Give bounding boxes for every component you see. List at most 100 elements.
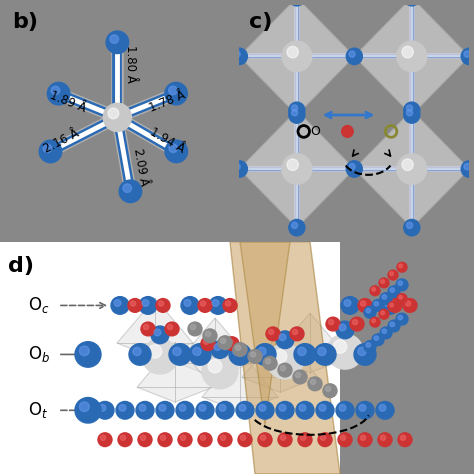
Circle shape <box>293 370 307 384</box>
Circle shape <box>289 219 305 236</box>
Circle shape <box>281 365 286 371</box>
Circle shape <box>349 164 355 170</box>
Circle shape <box>154 329 161 336</box>
Circle shape <box>352 319 358 325</box>
Circle shape <box>396 313 408 325</box>
Circle shape <box>189 344 211 365</box>
Circle shape <box>380 293 392 304</box>
Circle shape <box>139 297 157 314</box>
Circle shape <box>374 301 379 306</box>
Circle shape <box>364 306 376 318</box>
Circle shape <box>388 270 398 280</box>
Circle shape <box>259 404 266 411</box>
Circle shape <box>138 433 152 447</box>
Circle shape <box>220 338 226 343</box>
Circle shape <box>292 109 298 116</box>
Circle shape <box>289 0 305 6</box>
Circle shape <box>133 347 141 356</box>
Circle shape <box>201 337 215 350</box>
Circle shape <box>370 286 380 296</box>
Circle shape <box>184 300 191 306</box>
Circle shape <box>379 310 389 319</box>
Circle shape <box>325 386 331 392</box>
Circle shape <box>276 331 294 348</box>
Circle shape <box>404 107 420 123</box>
Circle shape <box>327 334 363 369</box>
Circle shape <box>178 433 192 447</box>
Circle shape <box>260 435 266 440</box>
Circle shape <box>47 82 70 105</box>
Polygon shape <box>230 242 340 474</box>
Circle shape <box>287 159 298 171</box>
Circle shape <box>372 319 375 323</box>
Circle shape <box>238 433 252 447</box>
Circle shape <box>398 315 402 320</box>
Circle shape <box>364 341 376 353</box>
Circle shape <box>390 272 393 275</box>
Circle shape <box>199 404 206 411</box>
Circle shape <box>301 435 306 440</box>
Circle shape <box>370 317 380 327</box>
Circle shape <box>336 321 354 339</box>
Circle shape <box>399 264 402 268</box>
Circle shape <box>202 354 238 389</box>
Circle shape <box>165 322 179 336</box>
Circle shape <box>160 435 166 440</box>
Circle shape <box>323 384 337 398</box>
Circle shape <box>239 404 246 411</box>
Circle shape <box>173 347 181 356</box>
Circle shape <box>318 433 332 447</box>
Circle shape <box>110 35 118 44</box>
Text: 1.89 Å: 1.89 Å <box>47 89 88 115</box>
Circle shape <box>233 347 241 356</box>
Circle shape <box>211 341 229 358</box>
Circle shape <box>390 303 393 307</box>
Circle shape <box>225 337 239 350</box>
Circle shape <box>191 324 196 329</box>
Circle shape <box>203 339 209 344</box>
Circle shape <box>99 404 106 411</box>
Circle shape <box>287 46 298 58</box>
Circle shape <box>129 344 151 365</box>
Circle shape <box>379 404 386 411</box>
Text: d): d) <box>8 256 34 276</box>
Circle shape <box>188 322 202 336</box>
Circle shape <box>165 82 187 105</box>
Circle shape <box>398 281 402 285</box>
Circle shape <box>388 301 398 311</box>
Circle shape <box>464 51 470 57</box>
Circle shape <box>295 373 301 378</box>
Circle shape <box>401 435 406 440</box>
Circle shape <box>248 349 262 363</box>
Text: O$_b$: O$_b$ <box>28 345 50 365</box>
Circle shape <box>310 379 316 384</box>
Circle shape <box>296 401 314 419</box>
Circle shape <box>279 334 286 341</box>
Circle shape <box>123 184 131 192</box>
Polygon shape <box>242 333 318 392</box>
Circle shape <box>216 401 234 419</box>
Circle shape <box>402 159 413 171</box>
Circle shape <box>378 433 392 447</box>
Circle shape <box>254 344 276 365</box>
Circle shape <box>100 435 106 440</box>
Circle shape <box>380 327 392 339</box>
Circle shape <box>333 340 347 353</box>
Circle shape <box>156 401 174 419</box>
Circle shape <box>278 363 292 377</box>
Circle shape <box>240 435 246 440</box>
Circle shape <box>320 435 326 440</box>
Circle shape <box>376 401 394 419</box>
Circle shape <box>148 345 162 358</box>
Circle shape <box>298 347 306 356</box>
Circle shape <box>281 435 286 440</box>
Text: O: O <box>310 125 320 138</box>
Circle shape <box>404 219 420 236</box>
Circle shape <box>114 300 121 306</box>
Circle shape <box>405 301 410 306</box>
Circle shape <box>142 300 149 306</box>
Circle shape <box>374 336 379 340</box>
Circle shape <box>201 435 206 440</box>
Circle shape <box>346 48 362 64</box>
Circle shape <box>218 433 232 447</box>
